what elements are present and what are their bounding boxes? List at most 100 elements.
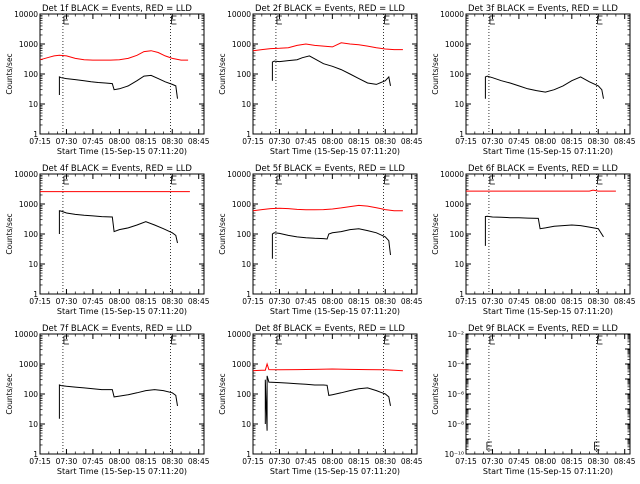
x-tick-label: 08:15 — [135, 457, 157, 466]
time-marker-flag — [597, 15, 603, 25]
events-series-line — [484, 75, 604, 99]
x-tick-label: 08:00 — [109, 457, 131, 466]
y-tick-label: 100 — [24, 70, 39, 79]
time-marker-flag — [489, 335, 495, 345]
events-series-line — [58, 210, 178, 244]
y-tick-label: 1 — [33, 290, 38, 299]
y-tick-label: 1 — [33, 450, 38, 459]
x-tick-label: 08:45 — [188, 137, 210, 146]
plot-frame — [252, 173, 418, 295]
x-tick-label: 08:15 — [348, 137, 370, 146]
y-tick-label: 1 — [33, 130, 38, 139]
x-tick-label: 08:00 — [109, 137, 131, 146]
plot-panel: Det 5f BLACK = Events, RED = LLD 1 10 100 10… — [218, 164, 423, 316]
x-tick-label: 08:45 — [614, 297, 636, 306]
y-tick-label: 10000 — [227, 10, 251, 19]
x-axis-label: Start Time (15-Sep-15 07:11:20) — [57, 147, 187, 156]
x-tick-label: 07:45 — [508, 457, 530, 466]
y-axis-label: Counts/sec — [5, 53, 14, 94]
x-tick-label: 07:30 — [482, 457, 504, 466]
x-axis-label: Start Time (15-Sep-15 07:11:20) — [483, 467, 613, 476]
x-tick-label: 08:30 — [161, 457, 183, 466]
plot-panel: Det 7f BLACK = Events, RED = LLD 1 10 100 10… — [5, 324, 210, 476]
x-tick-label: 07:45 — [82, 457, 104, 466]
y-tick-label: 10⁻⁸ — [447, 420, 464, 429]
time-marker-flag — [63, 335, 69, 345]
plot-frame — [465, 333, 631, 455]
y-tick-label: 1000 — [445, 200, 464, 209]
x-axis-label: Start Time (15-Sep-15 07:11:20) — [483, 307, 613, 316]
y-tick-label: 100 — [237, 230, 252, 239]
x-tick-label: 07:30 — [269, 137, 291, 146]
lld-series-line — [252, 204, 403, 212]
time-marker-flag — [489, 175, 495, 185]
plot-panel: Det 8f BLACK = Events, RED = LLD 1 10 100 10… — [218, 324, 423, 476]
x-tick-label: 07:30 — [56, 137, 78, 146]
x-tick-label: 07:45 — [295, 457, 317, 466]
plot-title: Det 9f BLACK = Events, RED = LLD — [468, 324, 618, 334]
plot-panel: Det 2f BLACK = Events, RED = LLD 1 10 100 10… — [218, 4, 423, 156]
y-tick-label: 1 — [459, 290, 464, 299]
y-tick-label: 1000 — [232, 200, 251, 209]
x-tick-label: 08:45 — [614, 137, 636, 146]
x-tick-label: 07:45 — [508, 297, 530, 306]
plot-panel: Det 3f BLACK = Events, RED = LLD 1 10 100 10… — [431, 4, 636, 156]
y-tick-label: 10000 — [440, 170, 464, 179]
x-tick-label: 07:15 — [242, 457, 264, 466]
x-tick-label: 07:15 — [242, 297, 264, 306]
x-tick-label: 08:15 — [135, 137, 157, 146]
lld-series-line — [39, 50, 189, 61]
y-axis-label: Counts/sec — [5, 373, 14, 414]
x-tick-label: 08:00 — [322, 297, 344, 306]
y-tick-label: 1 — [246, 290, 251, 299]
x-tick-label: 07:45 — [295, 137, 317, 146]
plot-frame — [39, 13, 205, 135]
time-marker-flag — [63, 15, 69, 25]
y-tick-label: 1 — [246, 450, 251, 459]
plot-title: Det 6f BLACK = Events, RED = LLD — [468, 164, 618, 174]
time-marker-flag — [276, 175, 282, 185]
x-tick-label: 07:45 — [82, 137, 104, 146]
x-tick-label: 08:30 — [374, 137, 396, 146]
x-tick-label: 08:45 — [614, 457, 636, 466]
y-tick-label: 1000 — [19, 360, 38, 369]
y-tick-label: 10 — [241, 420, 251, 429]
x-axis-label: Start Time (15-Sep-15 07:11:20) — [270, 147, 400, 156]
y-tick-label: 100 — [237, 70, 252, 79]
plot-title: Det 8f BLACK = Events, RED = LLD — [255, 324, 405, 334]
x-tick-label: 07:30 — [482, 297, 504, 306]
plot-panel: Det 1f BLACK = Events, RED = LLD 1 10 100 10… — [5, 4, 210, 156]
y-tick-label: 10000 — [14, 330, 38, 339]
x-axis-label: Start Time (15-Sep-15 07:11:20) — [57, 307, 187, 316]
x-tick-label: 07:30 — [482, 137, 504, 146]
lld-series-line — [252, 42, 403, 52]
y-tick-label: 10⁻² — [447, 330, 464, 339]
y-tick-label: 10 — [241, 260, 251, 269]
y-tick-label: 10000 — [440, 10, 464, 19]
y-axis-label: Counts/sec — [431, 53, 440, 94]
events-series-line — [484, 215, 604, 246]
plot-frame — [39, 333, 205, 455]
time-marker-flag — [276, 15, 282, 25]
y-tick-label: 100 — [450, 70, 465, 79]
x-tick-label: 07:15 — [455, 297, 477, 306]
y-tick-label: 1000 — [232, 40, 251, 49]
x-tick-label: 07:15 — [29, 297, 51, 306]
plot-title: Det 7f BLACK = Events, RED = LLD — [42, 324, 192, 334]
bracket-marker — [486, 441, 492, 451]
x-tick-label: 08:15 — [135, 297, 157, 306]
plot-title: Det 1f BLACK = Events, RED = LLD — [42, 4, 192, 14]
y-tick-label: 1 — [246, 130, 251, 139]
y-tick-label: 10⁻¹⁰ — [444, 450, 464, 459]
plot-frame — [465, 13, 631, 135]
y-tick-label: 100 — [24, 230, 39, 239]
x-tick-label: 07:15 — [455, 457, 477, 466]
x-tick-label: 08:00 — [535, 137, 557, 146]
y-axis-label: Counts/sec — [5, 213, 14, 254]
x-axis-label: Start Time (15-Sep-15 07:11:20) — [57, 467, 187, 476]
x-tick-label: 08:30 — [161, 297, 183, 306]
time-marker-flag — [171, 335, 177, 345]
y-tick-label: 10 — [28, 260, 38, 269]
y-tick-label: 1000 — [232, 360, 251, 369]
